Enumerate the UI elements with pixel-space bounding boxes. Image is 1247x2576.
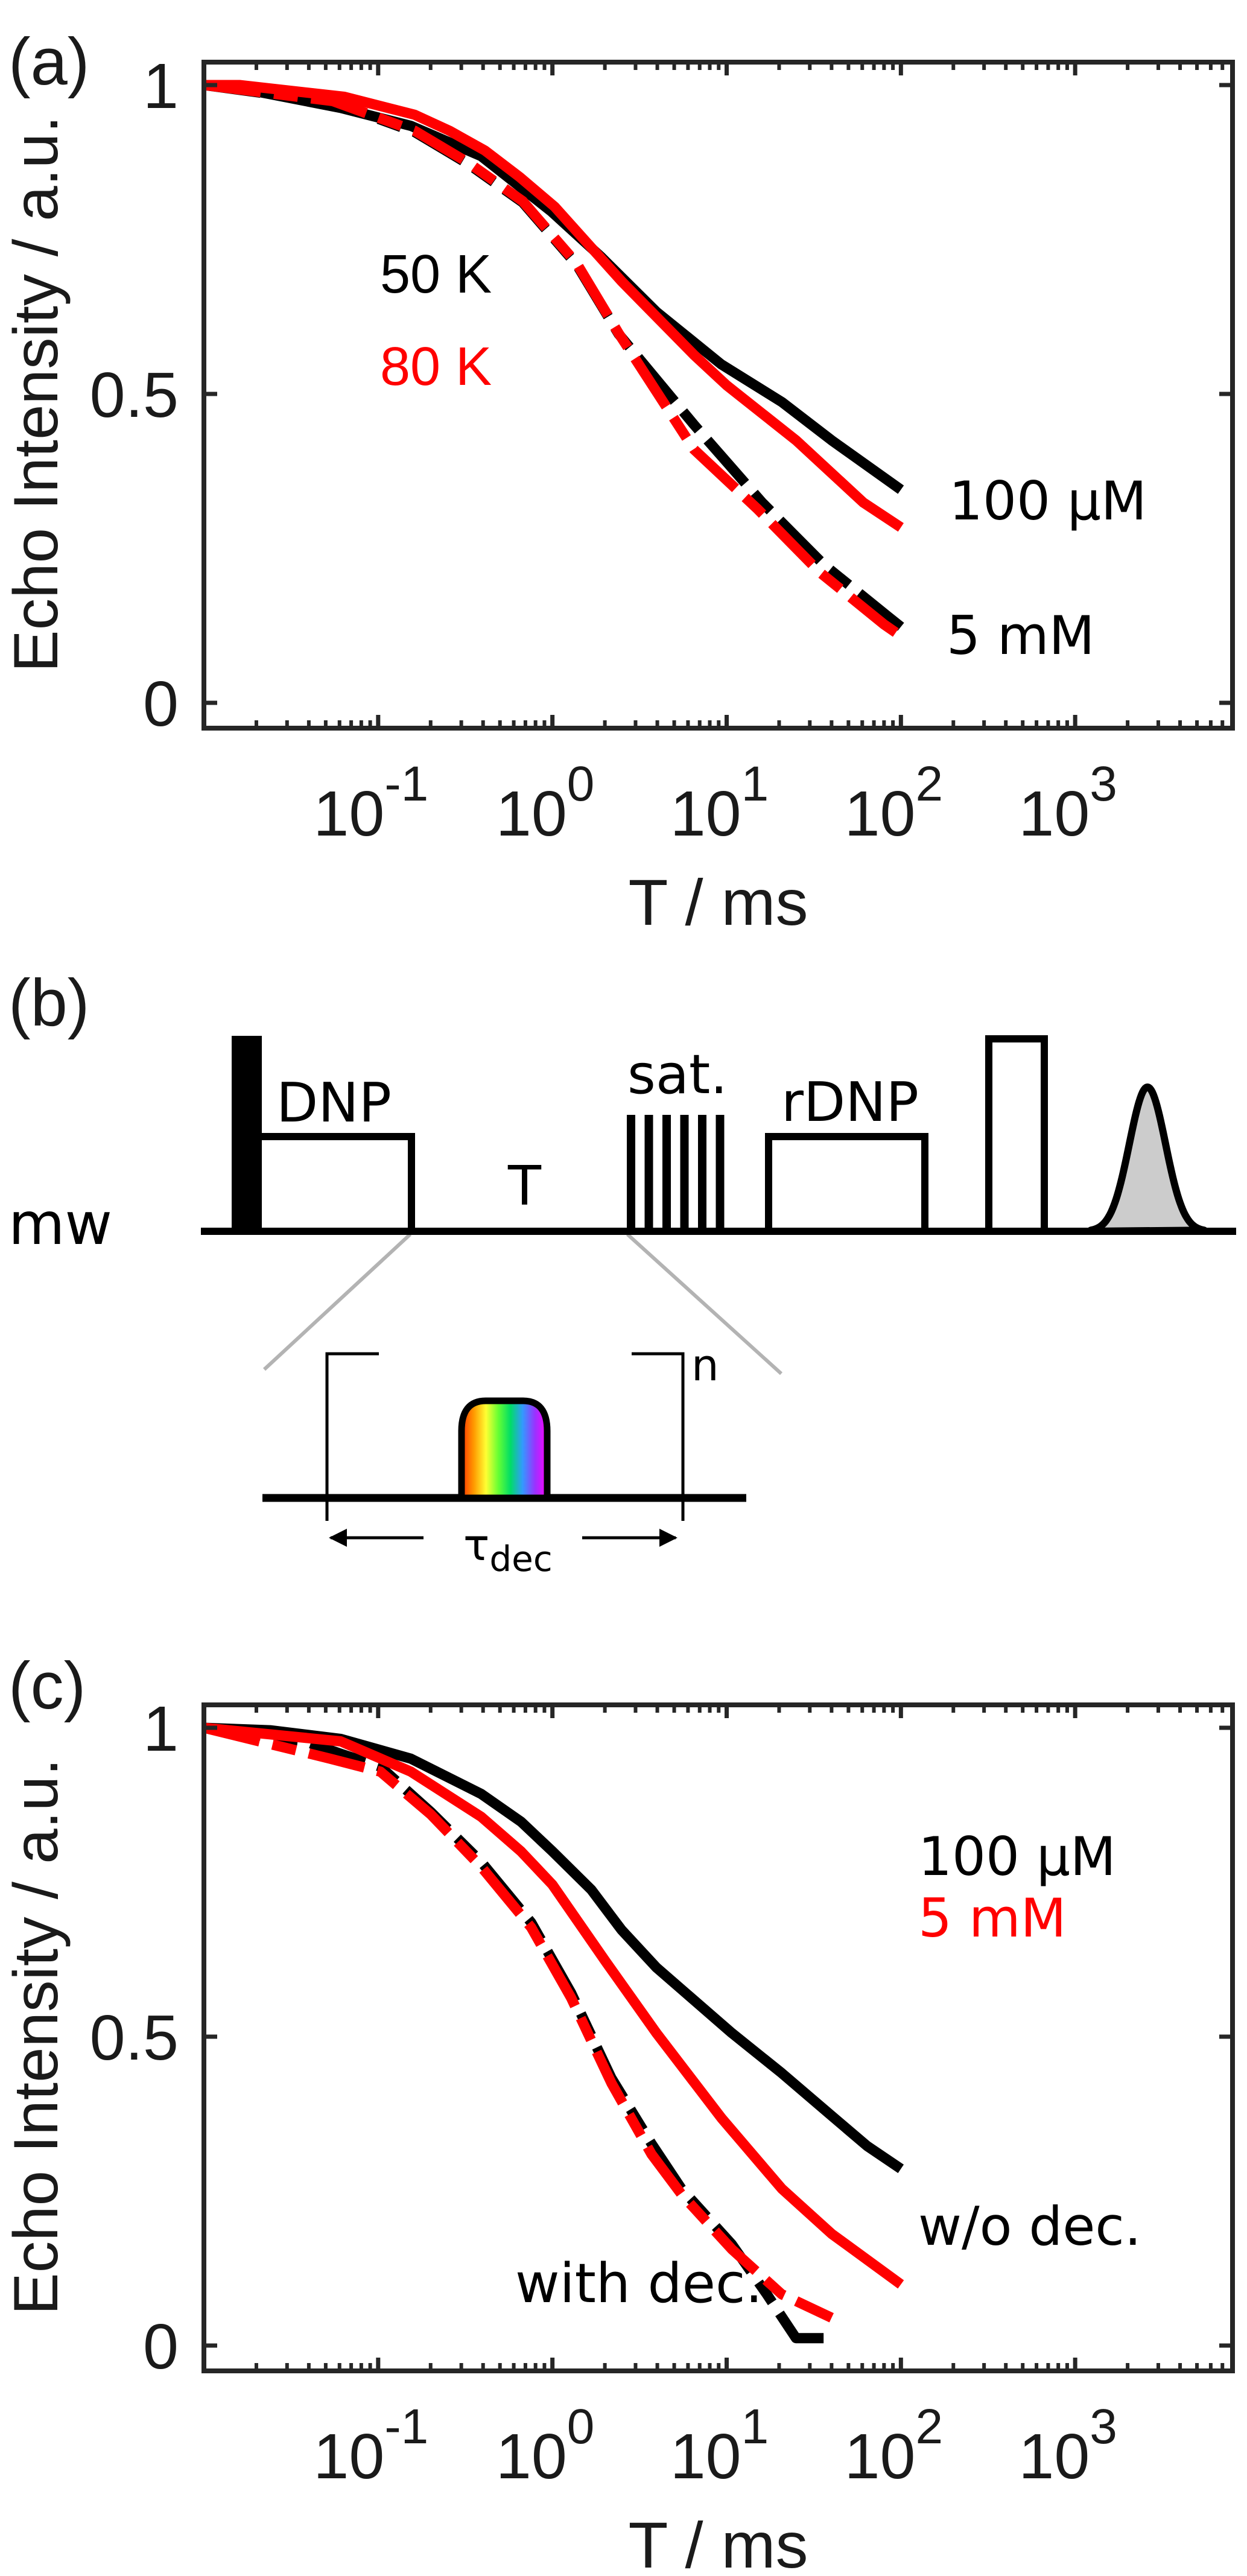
x-tick-exponent: 0 <box>567 2399 595 2454</box>
series-line-3 <box>202 1722 834 2323</box>
x-tick-base: 10 <box>845 778 916 849</box>
saturation-pulse <box>698 1115 706 1231</box>
echo-signal <box>1087 1083 1208 1235</box>
x-tick-base: 10 <box>670 778 741 849</box>
pulse-sequence: mw DNP T sat. rDNP n <box>8 1035 1236 1579</box>
y-tick-label: 0 <box>143 668 179 740</box>
y-tick-label: 0.5 <box>90 360 179 431</box>
y-axis-label: Echo Intensity / a.u. <box>1 1759 71 2315</box>
x-tick-label: 103 <box>1018 2399 1117 2492</box>
annotation-50-k: 50 K <box>380 244 492 305</box>
x-tick-base: 10 <box>1018 2421 1090 2492</box>
x-tick-label: 10-1 <box>313 757 428 849</box>
panel-label-b: (b) <box>8 966 89 1040</box>
x-tick-label: 102 <box>845 757 944 849</box>
x-tick-label: 100 <box>496 757 595 849</box>
series-line-1 <box>204 80 904 532</box>
dnp-block <box>262 1133 415 1231</box>
sat-label: sat. <box>627 1043 728 1106</box>
zoom-guide-right <box>626 1232 783 1375</box>
saturation-pulse <box>627 1115 635 1231</box>
x-tick-exponent: -1 <box>384 757 428 811</box>
x-axis-label: T / ms <box>628 866 808 939</box>
delay-T-label: T <box>507 1155 542 1218</box>
annotation-5-mm: 5 mM <box>918 1887 1067 1949</box>
rdnp-block <box>765 1133 928 1231</box>
decoupling-inset: n τdec <box>262 1340 746 1579</box>
y-tick-label: 1 <box>143 51 179 122</box>
x-tick-exponent: 1 <box>741 757 769 811</box>
repeat-n-label: n <box>691 1340 719 1391</box>
y-tick-label: 0 <box>143 2311 179 2382</box>
x-tick-base: 10 <box>496 778 567 849</box>
zoom-guide-left <box>262 1232 412 1371</box>
x-tick-exponent: 3 <box>1090 757 1117 811</box>
x-tick-label: 101 <box>670 757 769 849</box>
series-line-0 <box>203 1722 904 2174</box>
series-line-0 <box>203 80 904 494</box>
x-tick-base: 10 <box>313 2421 384 2492</box>
x-tick-label: 103 <box>1018 757 1117 849</box>
tau-symbol: τ <box>463 1520 489 1570</box>
x-tick-base: 10 <box>845 2421 916 2492</box>
annotation-5-mm: 5 mM <box>947 604 1095 667</box>
y-tick-label: 0.5 <box>90 2002 179 2073</box>
x-tick-exponent: -1 <box>384 2399 428 2454</box>
annotation-with-dec-: with dec. <box>515 2252 763 2315</box>
x-tick-exponent: 3 <box>1090 2399 1117 2454</box>
y-tick-label: 1 <box>143 1693 179 1765</box>
dnp-label: DNP <box>276 1071 392 1135</box>
saturation-pulse <box>644 1115 653 1231</box>
x-tick-base: 10 <box>313 778 384 849</box>
panel-label-a: (a) <box>8 25 89 99</box>
saturation-pulse <box>662 1115 671 1231</box>
x-tick-exponent: 2 <box>915 2399 943 2454</box>
x-tick-exponent: 0 <box>567 757 595 811</box>
x-tick-exponent: 1 <box>741 2399 769 2454</box>
series-line-3 <box>203 80 904 641</box>
x-tick-label: 100 <box>496 2399 595 2492</box>
saturation-pulse <box>716 1115 725 1231</box>
tau-dec-label: τdec <box>463 1520 553 1579</box>
annotation-100-m: 100 µM <box>949 470 1147 532</box>
chirp-pulse <box>458 1397 551 1502</box>
x-axis-label: T / ms <box>628 2508 808 2576</box>
x-tick-label: 101 <box>670 2399 769 2492</box>
saturation-pulse-train <box>627 1115 725 1231</box>
pi-pulse-filled <box>232 1036 262 1235</box>
annotation-w-o-dec-: w/o dec. <box>918 2195 1141 2257</box>
x-tick-label: 10-1 <box>313 2399 428 2492</box>
series-line-1 <box>203 1722 904 2289</box>
rdnp-label: rDNP <box>781 1071 919 1134</box>
x-tick-base: 10 <box>496 2421 567 2492</box>
annotation-80-k: 80 K <box>380 337 492 397</box>
y-axis-label: Echo Intensity / a.u. <box>1 116 71 673</box>
bracket-right <box>632 1352 685 1521</box>
channel-label-mw: mw <box>8 1190 112 1258</box>
annotation-100-m: 100 µM <box>918 1826 1116 1888</box>
tau-subscript: dec <box>489 1538 552 1579</box>
panel-label-c: (c) <box>8 1649 86 1723</box>
x-tick-base: 10 <box>1018 778 1090 849</box>
x-tick-exponent: 2 <box>915 757 943 811</box>
bracket-left <box>325 1352 379 1521</box>
x-tick-label: 102 <box>845 2399 944 2492</box>
x-tick-base: 10 <box>670 2421 741 2492</box>
saturation-pulse <box>680 1115 689 1231</box>
detection-pulse <box>985 1035 1048 1231</box>
